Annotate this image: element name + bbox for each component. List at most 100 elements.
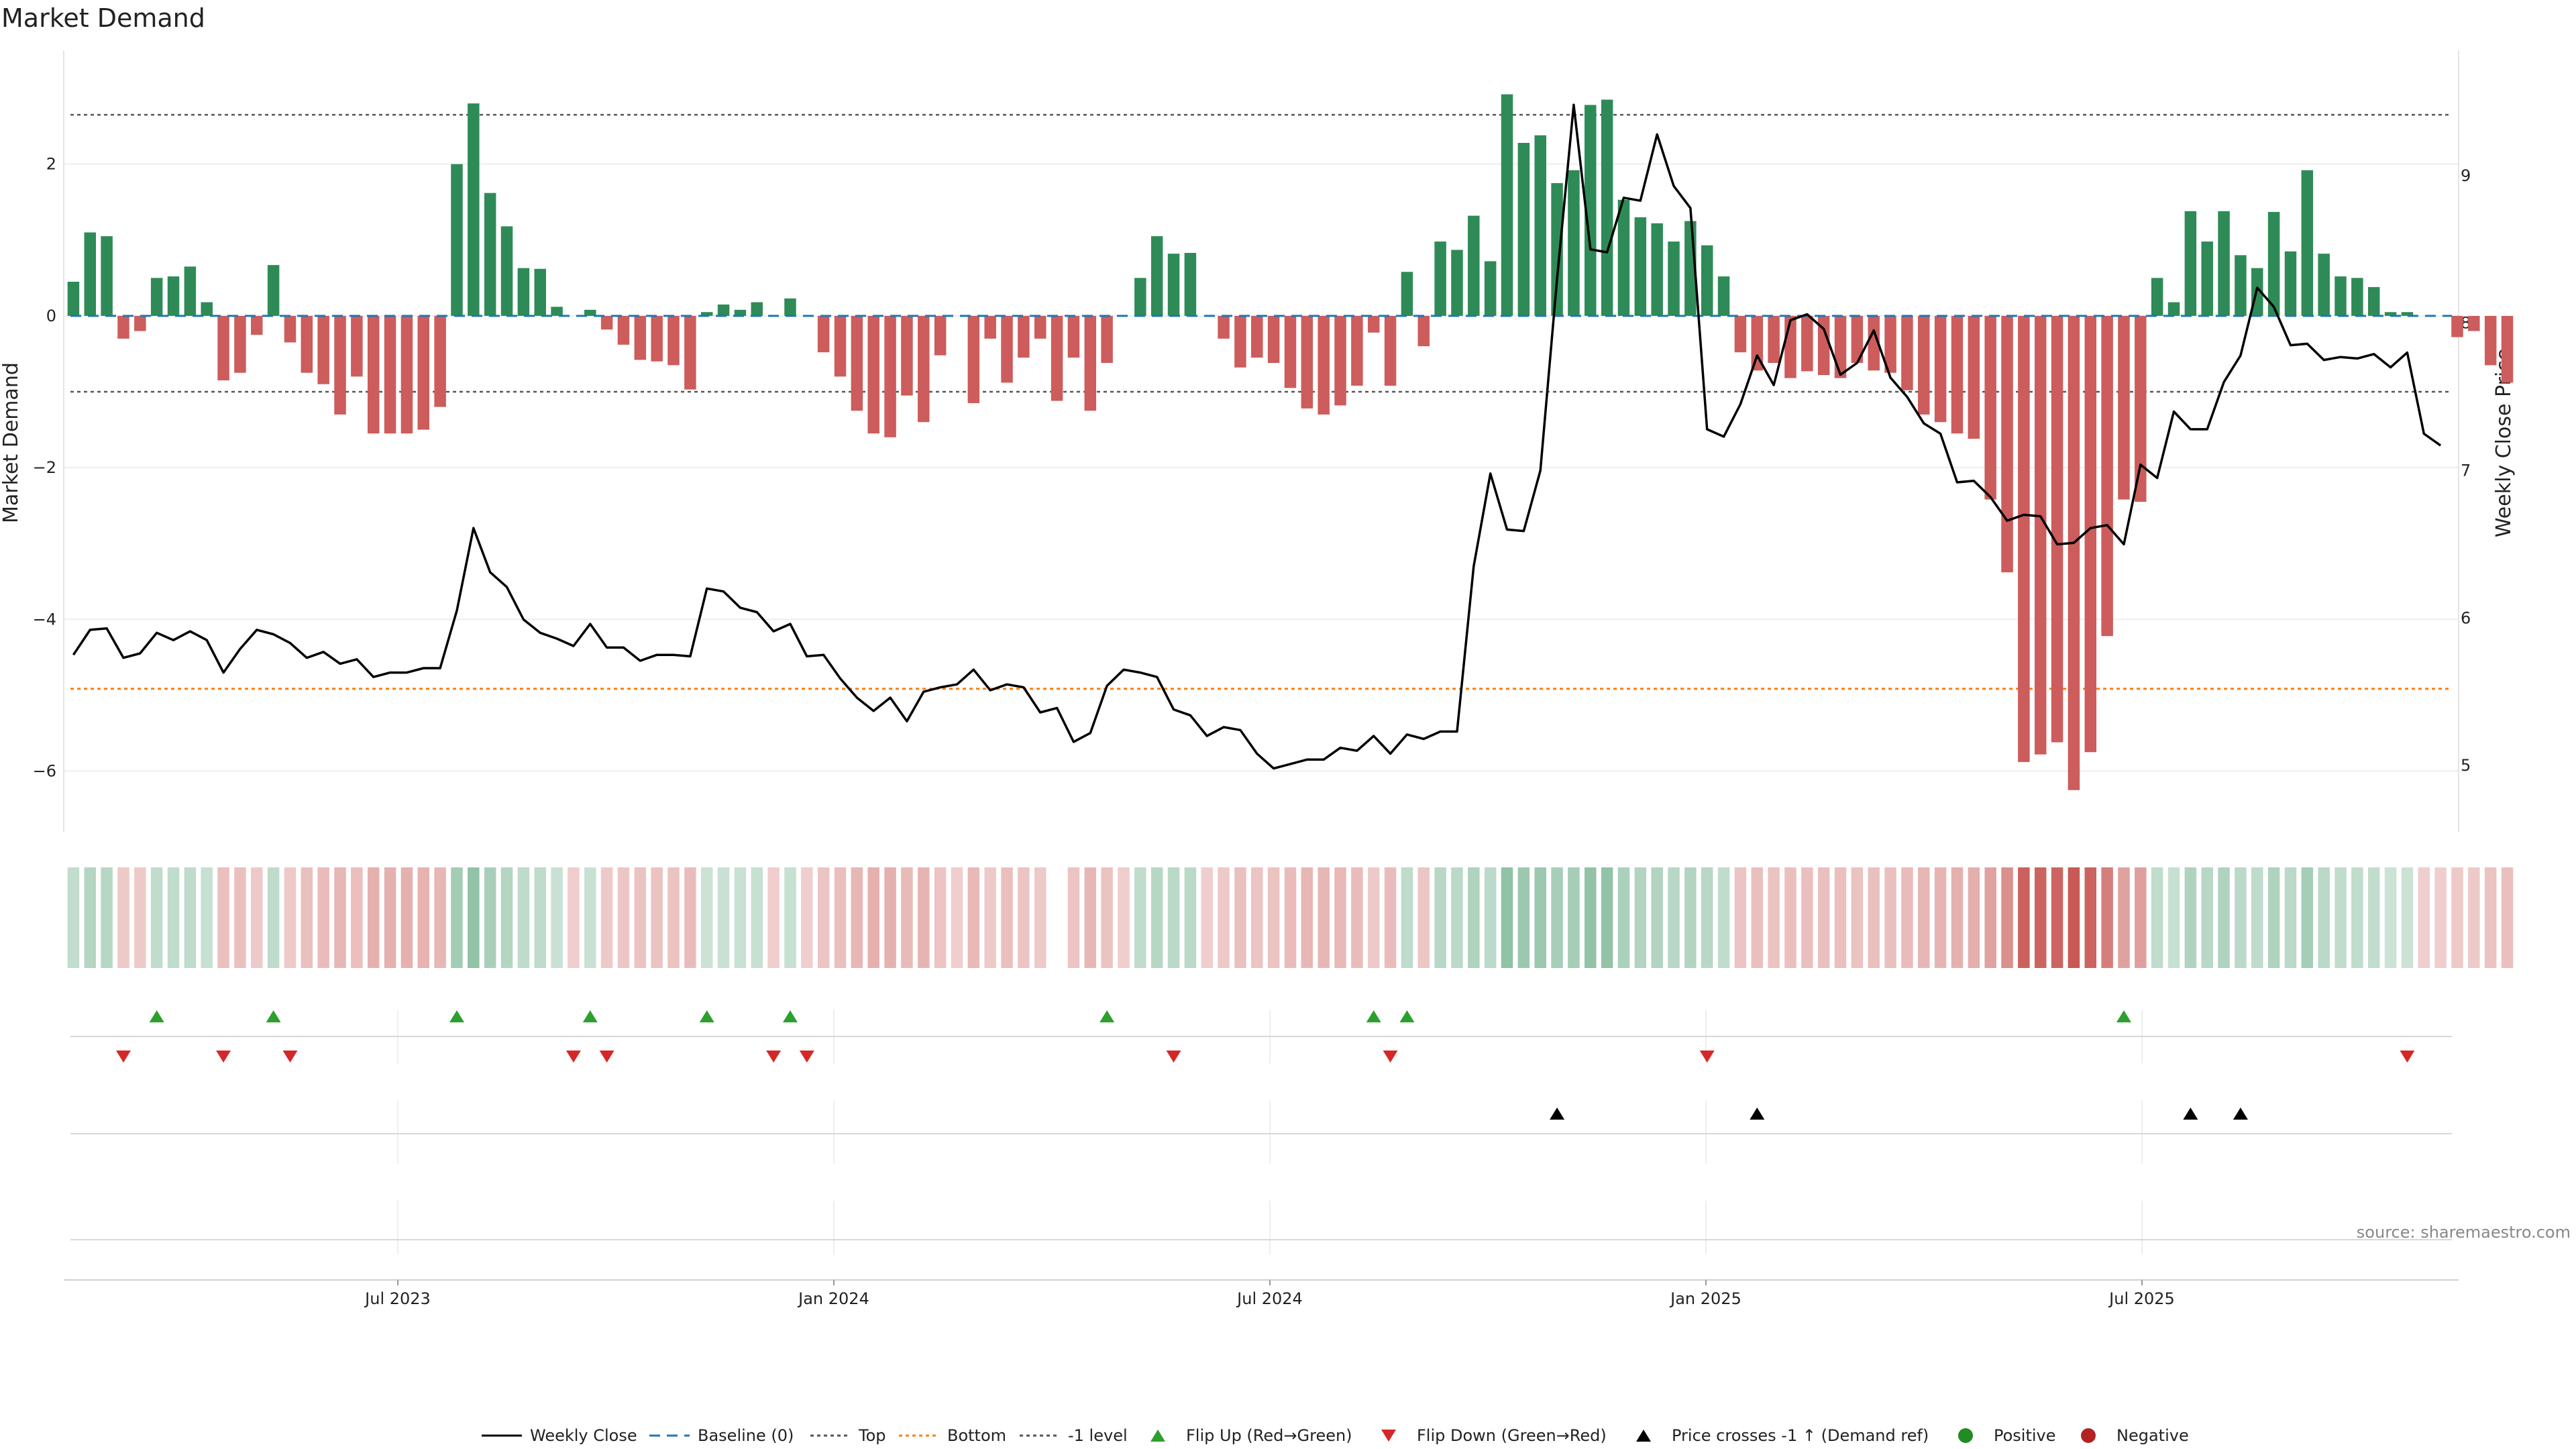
flip-down-marker [1166, 1051, 1181, 1063]
heat-cell [284, 867, 297, 968]
y-axis-label: Market Demand [0, 362, 23, 523]
legend-flip-down-label: Flip Down (Green→Red) [1417, 1426, 1607, 1445]
heat-cell [801, 867, 813, 968]
demand-bar-positive [500, 226, 513, 316]
demand-bar-positive [2334, 276, 2347, 316]
y2-tick-label: 7 [2461, 461, 2471, 480]
demand-bar-negative [384, 315, 396, 434]
demand-bar-negative [400, 315, 413, 434]
heat-cell [1768, 867, 1780, 968]
heat-cell [2418, 867, 2430, 968]
heat-cell [2051, 867, 2063, 968]
demand-bar-positive [2301, 170, 2314, 316]
y2-tick-label: 6 [2461, 608, 2471, 627]
demand-bar-negative [251, 315, 263, 335]
heat-cell [1901, 867, 1913, 968]
heat-cell [1817, 867, 1830, 968]
heat-cell [134, 867, 146, 968]
heat-cell [2235, 867, 2247, 968]
heat-cell [384, 867, 396, 968]
heat-cell [984, 867, 996, 968]
demand-bar-negative [1218, 315, 1230, 339]
demand-bar-positive [2184, 211, 2197, 316]
heat-cell [1201, 867, 1213, 968]
heat-cell [400, 867, 413, 968]
demand-bar-negative [1318, 315, 1330, 415]
flip-up-marker [266, 1010, 281, 1022]
heat-cell [884, 867, 896, 968]
demand-bar-negative [884, 315, 896, 437]
heat-cell [1551, 867, 1563, 968]
demand-bar-negative [1101, 315, 1113, 363]
demand-bar-negative [1084, 315, 1097, 411]
demand-bar-positive [1601, 99, 1613, 316]
heat-cell [500, 867, 513, 968]
heat-cell [2451, 867, 2463, 968]
demand-bar-positive [1551, 182, 1563, 316]
y2-tick-label: 9 [2461, 166, 2471, 185]
heat-cell [167, 867, 180, 968]
heat-cell [1434, 867, 1446, 968]
demand-bar-negative [367, 315, 380, 434]
price-cross-marker [2233, 1108, 2248, 1120]
flip-down-marker [2400, 1051, 2415, 1063]
demand-bar-positive [101, 236, 113, 316]
heat-cell [851, 867, 863, 968]
heat-cell [1585, 867, 1597, 968]
demand-bar-negative [417, 315, 430, 430]
demand-bar-negative [1018, 315, 1030, 358]
heat-cell [267, 867, 280, 968]
flip-down-marker [115, 1051, 131, 1063]
demand-bar-negative [351, 315, 363, 377]
x-tick-label: Jan 2025 [1669, 1289, 1741, 1308]
heat-cell [1734, 867, 1747, 968]
heat-cell [201, 867, 213, 968]
demand-bar-negative [117, 315, 129, 339]
heat-cell [834, 867, 847, 968]
demand-bar-positive [1401, 272, 1413, 316]
heat-cell [2151, 867, 2163, 968]
heat-cell [1834, 867, 1847, 968]
demand-bar-positive [150, 278, 163, 316]
heat-cell [217, 867, 229, 968]
demand-bar-negative [1417, 315, 1430, 347]
demand-bar-positive [1451, 250, 1463, 316]
heat-cell [1968, 867, 1980, 968]
heat-cell [1001, 867, 1013, 968]
heat-cell [1451, 867, 1463, 968]
heat-cell [150, 867, 163, 968]
heat-cell [651, 867, 663, 968]
heat-cell [1234, 867, 1246, 968]
heat-cell [434, 867, 446, 968]
heat-cell [84, 867, 97, 968]
demand-bar-negative [934, 315, 947, 356]
heat-cell [551, 867, 563, 968]
legend: Weekly Close Baseline (0) Top Bottom -1 leve… [482, 1426, 2189, 1445]
demand-bar-negative [634, 315, 647, 360]
flip-up-marker [699, 1010, 714, 1022]
demand-bar-negative [1784, 315, 1796, 378]
heat-cell [767, 867, 780, 968]
heat-cell [2401, 867, 2414, 968]
demand-bar-negative [918, 315, 930, 423]
demand-bar-positive [734, 309, 747, 316]
demand-bar-negative [1868, 315, 1880, 371]
heat-cell [2018, 867, 2030, 968]
heat-cell [1717, 867, 1730, 968]
demand-bar-positive [1468, 215, 1480, 316]
heat-cell [1751, 867, 1764, 968]
legend-baseline-label: Baseline (0) [698, 1426, 794, 1445]
heat-cell [617, 867, 630, 968]
flip-markers-panel [70, 1010, 2452, 1063]
heat-cell [700, 867, 713, 968]
flip-down-marker [799, 1051, 814, 1063]
x-tick-label: Jul 2023 [364, 1289, 431, 1308]
flip-down-marker [216, 1051, 231, 1063]
flip-down-marker [766, 1051, 782, 1063]
heat-cell [1167, 867, 1180, 968]
demand-bar-negative [1384, 315, 1397, 386]
heat-cell [1668, 867, 1680, 968]
heat-cell [1651, 867, 1663, 968]
heat-cell [684, 867, 696, 968]
